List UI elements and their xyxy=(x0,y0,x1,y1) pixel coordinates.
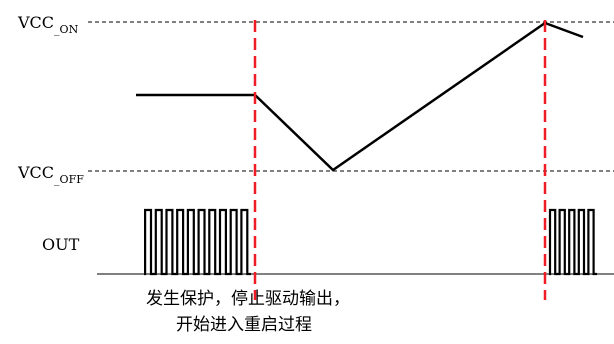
out-pulse-train-right-waveform xyxy=(548,208,597,276)
annotation-line-1: 发生保护，停止驱动输出， xyxy=(146,289,350,309)
vcc-on-label-main: VCC xyxy=(17,13,54,32)
annotation-line-2: 开始进入重启过程 xyxy=(176,315,312,335)
out-pulse-train-left-waveform xyxy=(144,208,251,276)
vcc-on-label: VCC_ON xyxy=(17,13,79,36)
vcc-off-label-main: VCC xyxy=(17,163,54,182)
vcc-on-label-sub: _ON xyxy=(54,23,79,36)
out-pulse-train-right xyxy=(548,208,597,276)
vcc-off-label: VCC_OFF xyxy=(17,163,84,186)
out-label: OUT xyxy=(42,235,80,254)
vcc-waveform xyxy=(136,21,584,172)
out-pulse-train-left xyxy=(144,208,251,276)
vcc-off-label-sub: _OFF xyxy=(54,173,84,186)
